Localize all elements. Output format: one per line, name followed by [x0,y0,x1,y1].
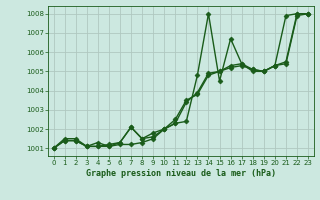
X-axis label: Graphe pression niveau de la mer (hPa): Graphe pression niveau de la mer (hPa) [86,169,276,178]
